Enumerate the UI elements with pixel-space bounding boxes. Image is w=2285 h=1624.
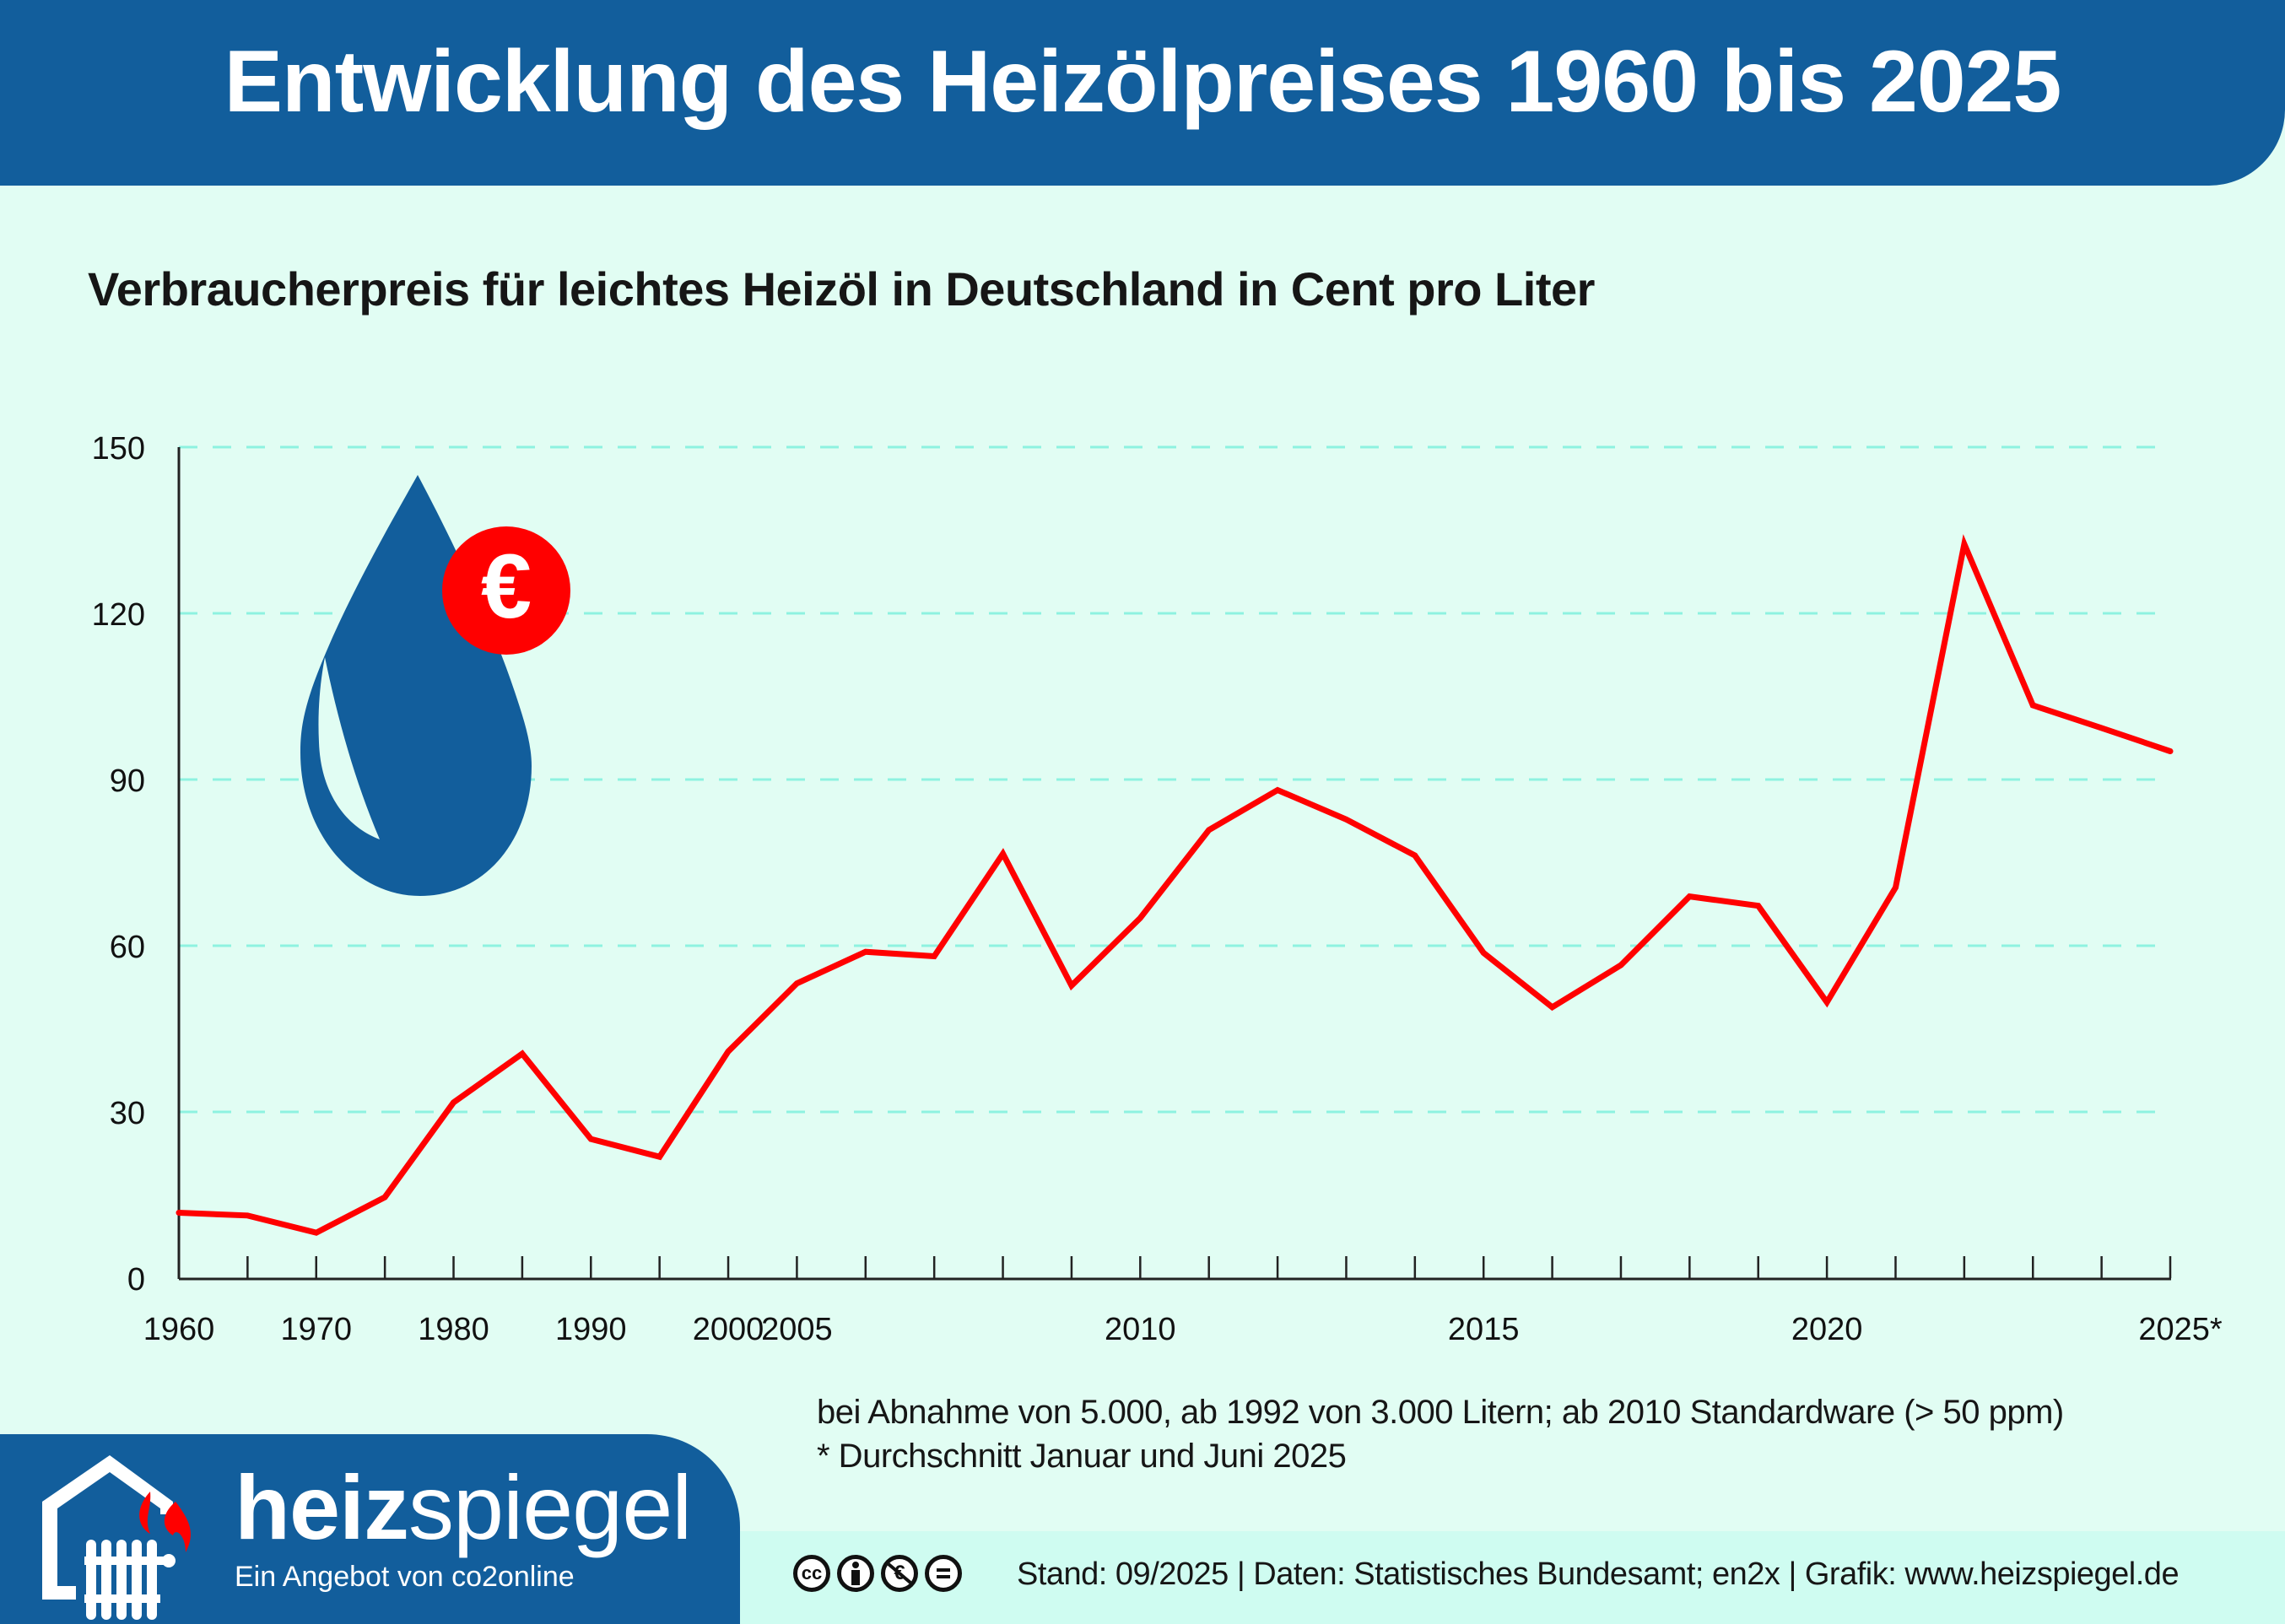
x-axis-ticks <box>177 1256 2172 1278</box>
data-point <box>1687 893 1693 899</box>
data-point <box>932 953 937 959</box>
data-point <box>1000 850 1006 856</box>
data-point <box>1824 999 1830 1005</box>
x-tick-label: 2025* <box>2138 1312 2223 1347</box>
x-tick-label: 2010 <box>1105 1312 1176 1347</box>
y-axis-ticks: 0 30 60 90 120 150 <box>92 431 145 1298</box>
data-point <box>726 1049 732 1055</box>
data-point <box>313 1230 319 1236</box>
nd-icon <box>925 1555 962 1592</box>
footnote-2: * Durchschnitt Januar und Juni 2025 <box>817 1438 1347 1475</box>
svg-text:€: € <box>481 535 532 637</box>
y-tick-label: 30 <box>110 1096 145 1131</box>
data-point <box>2030 703 2036 709</box>
data-point <box>1137 915 1143 921</box>
footer-credits: Stand: 09/2025 | Daten: Statistisches Bu… <box>1017 1557 2180 1592</box>
brand-wordmark: heizspiegel <box>235 1454 692 1560</box>
data-point <box>176 1210 181 1216</box>
x-tick-label: 2000 <box>693 1312 764 1347</box>
x-tick-label: 1960 <box>143 1312 215 1347</box>
data-point <box>1068 983 1074 989</box>
data-point <box>588 1136 594 1142</box>
page-title: Entwicklung des Heizölpreises 1960 bis 2… <box>224 33 2062 131</box>
data-point <box>245 1212 251 1218</box>
data-point <box>656 1154 662 1160</box>
brand-bold: heiz <box>235 1456 409 1558</box>
y-tick-label: 90 <box>110 763 145 799</box>
data-point <box>1893 885 1899 891</box>
data-point <box>1343 817 1349 823</box>
x-tick-label: 2005 <box>761 1312 833 1347</box>
data-point <box>1961 541 1967 547</box>
data-point <box>519 1051 525 1057</box>
y-tick-label: 60 <box>110 930 145 965</box>
data-point <box>1206 827 1212 833</box>
data-point <box>382 1195 388 1200</box>
data-point <box>794 980 800 986</box>
brand-light: spiegel <box>408 1456 692 1558</box>
data-point <box>2099 725 2104 731</box>
cc-icon: cc <box>793 1555 830 1592</box>
nc-icon: € <box>881 1555 918 1592</box>
footnote-1: bei Abnahme von 5.000, ab 1992 von 3.000… <box>817 1394 2064 1431</box>
data-point <box>1412 852 1418 858</box>
house-radiator-logo-icon <box>42 1455 192 1620</box>
x-tick-label: 2015 <box>1448 1312 1520 1347</box>
x-tick-label: 1980 <box>418 1312 489 1347</box>
oil-drop-euro-icon: € <box>300 475 570 896</box>
y-tick-label: 150 <box>92 431 145 467</box>
y-tick-label: 120 <box>92 597 145 633</box>
chart-title: Verbraucherpreis für leichtes Heizöl in … <box>88 262 1595 316</box>
data-point <box>2168 748 2173 754</box>
license-icons: cc € <box>793 1555 962 1597</box>
data-points <box>176 541 2173 1236</box>
x-tick-label: 1970 <box>280 1312 352 1347</box>
header-banner: Entwicklung des Heizölpreises 1960 bis 2… <box>0 0 2285 186</box>
gridlines <box>179 445 2170 1114</box>
data-point <box>451 1099 456 1105</box>
data-point <box>1275 787 1281 793</box>
data-point <box>1755 903 1761 909</box>
price-line <box>176 534 2174 1236</box>
x-tick-label: 2020 <box>1791 1312 1863 1347</box>
y-tick-label: 0 <box>127 1262 145 1298</box>
data-point <box>1481 950 1487 956</box>
by-icon <box>837 1555 874 1592</box>
data-point <box>1549 1004 1555 1010</box>
logo-panel <box>0 1434 740 1624</box>
data-point <box>1618 962 1623 968</box>
brand-tagline: Ein Angebot von co2online <box>235 1561 575 1593</box>
x-tick-label: 1990 <box>555 1312 627 1347</box>
data-point <box>862 949 868 955</box>
